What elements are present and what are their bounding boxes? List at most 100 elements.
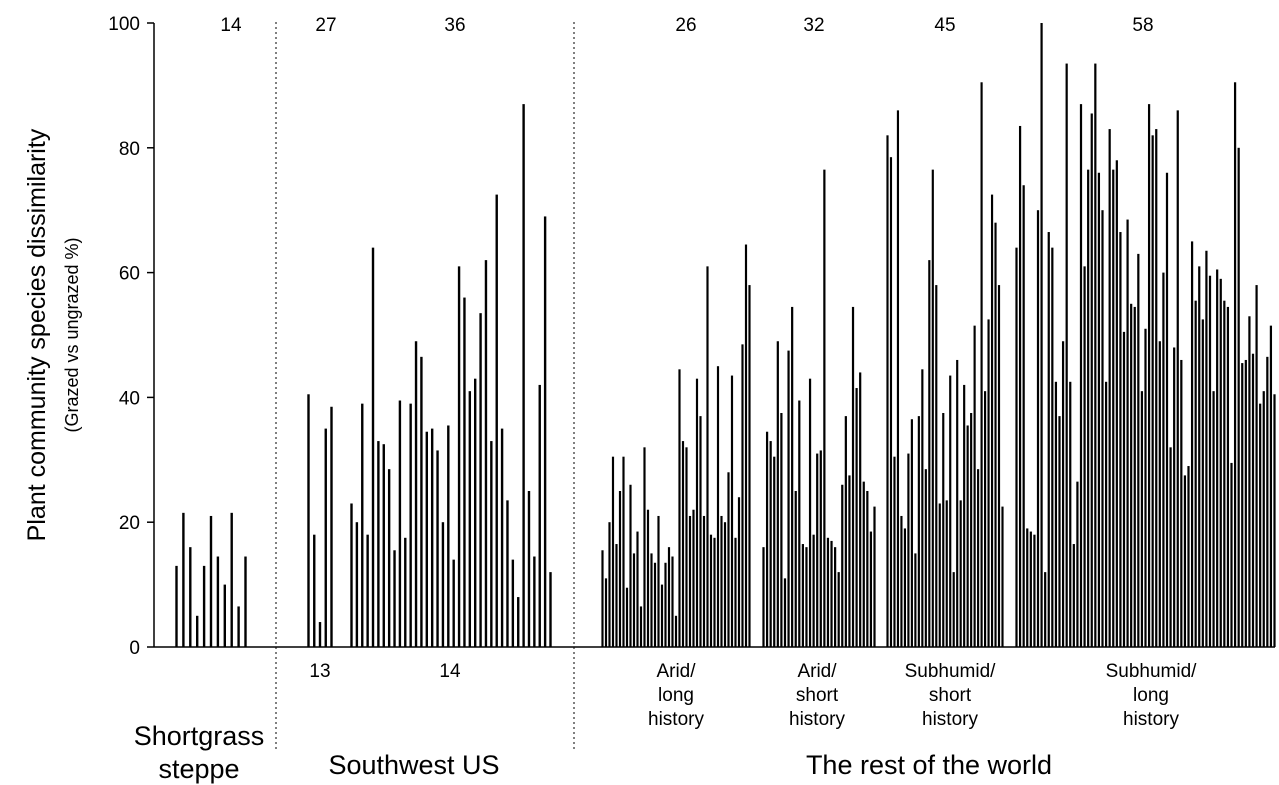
bottom-count-label: 14	[439, 661, 461, 682]
bar	[699, 416, 702, 647]
bar	[1244, 359, 1247, 647]
bar	[643, 447, 646, 647]
bar	[851, 306, 855, 647]
bar	[997, 285, 1001, 647]
bar	[382, 444, 385, 647]
bar	[1190, 241, 1194, 647]
bar	[805, 547, 808, 647]
bar	[720, 515, 723, 647]
bar	[709, 534, 713, 647]
bar	[543, 216, 547, 647]
y-axis-title: Plant community species dissimilarity (G…	[23, 128, 82, 541]
bar	[744, 244, 748, 647]
bar	[361, 403, 364, 647]
bar	[202, 565, 206, 647]
bar	[816, 453, 819, 647]
bar	[1101, 210, 1104, 647]
bar	[737, 497, 741, 647]
bar	[307, 394, 310, 647]
bar	[928, 260, 931, 647]
bar	[1226, 306, 1230, 647]
bar	[457, 266, 461, 647]
bar	[1219, 278, 1222, 647]
bar	[730, 375, 734, 647]
bar	[791, 306, 794, 647]
group-label: Subhumid/	[1106, 661, 1198, 682]
bar	[1061, 341, 1065, 647]
bar	[313, 534, 316, 647]
bar	[618, 491, 622, 647]
bar	[404, 537, 407, 647]
bar	[468, 391, 472, 647]
bar	[216, 556, 220, 647]
bar	[1029, 531, 1032, 647]
bar	[1065, 63, 1068, 648]
axes: 0 20 40 60 80 100	[108, 14, 1275, 659]
bar	[706, 266, 709, 647]
bar	[1022, 185, 1025, 648]
bar	[1144, 328, 1147, 647]
bar	[230, 512, 233, 647]
bar	[1162, 272, 1165, 647]
bar	[1119, 232, 1122, 648]
y-tick-label: 100	[108, 14, 140, 35]
bar	[990, 194, 994, 647]
bar	[1054, 381, 1058, 647]
bar	[776, 341, 779, 647]
bar	[907, 453, 910, 647]
bar	[1044, 572, 1047, 647]
bar	[447, 425, 450, 647]
bar	[938, 503, 941, 647]
bar	[1233, 82, 1237, 647]
bar	[783, 578, 787, 647]
bar	[841, 484, 844, 647]
bar	[409, 403, 412, 647]
bar	[1198, 266, 1201, 647]
bar	[748, 285, 751, 647]
bar	[1180, 359, 1183, 647]
bar	[1040, 23, 1043, 647]
y-axis-label: Plant community species dissimilarity	[23, 128, 51, 541]
bar	[889, 157, 893, 647]
bar	[896, 110, 900, 648]
bar	[826, 537, 830, 647]
bar	[1069, 381, 1072, 647]
group-label: history	[1123, 709, 1179, 730]
bar	[924, 469, 927, 647]
bar	[1201, 319, 1204, 647]
bar	[1262, 391, 1265, 647]
bar	[237, 606, 240, 647]
bar	[1223, 300, 1226, 647]
bar	[366, 534, 369, 647]
bar	[862, 481, 865, 647]
bar	[716, 366, 720, 647]
bar	[490, 441, 493, 647]
bar	[452, 559, 455, 647]
bar	[611, 456, 615, 647]
bar	[723, 522, 727, 647]
bar	[189, 547, 192, 647]
bar	[1026, 528, 1029, 647]
bar	[1001, 506, 1004, 647]
top-count-label: 36	[444, 15, 465, 36]
bar	[1137, 253, 1140, 647]
bar	[430, 428, 434, 647]
bar	[1033, 534, 1036, 647]
top-count-label: 45	[934, 15, 955, 36]
bar	[1076, 481, 1079, 647]
top-count-label: 26	[675, 15, 696, 36]
bar	[1090, 113, 1093, 648]
bar	[387, 469, 391, 647]
bottom-count-label: 13	[309, 661, 330, 682]
bar	[921, 369, 924, 647]
bar	[196, 615, 199, 647]
bar	[812, 534, 815, 647]
bar	[1036, 210, 1040, 647]
top-count-label: 32	[803, 15, 824, 36]
bar	[1208, 275, 1212, 647]
bar	[244, 556, 247, 647]
bar	[1108, 129, 1111, 647]
bar	[830, 540, 833, 647]
group-label: history	[648, 709, 704, 730]
bar	[1155, 129, 1158, 647]
